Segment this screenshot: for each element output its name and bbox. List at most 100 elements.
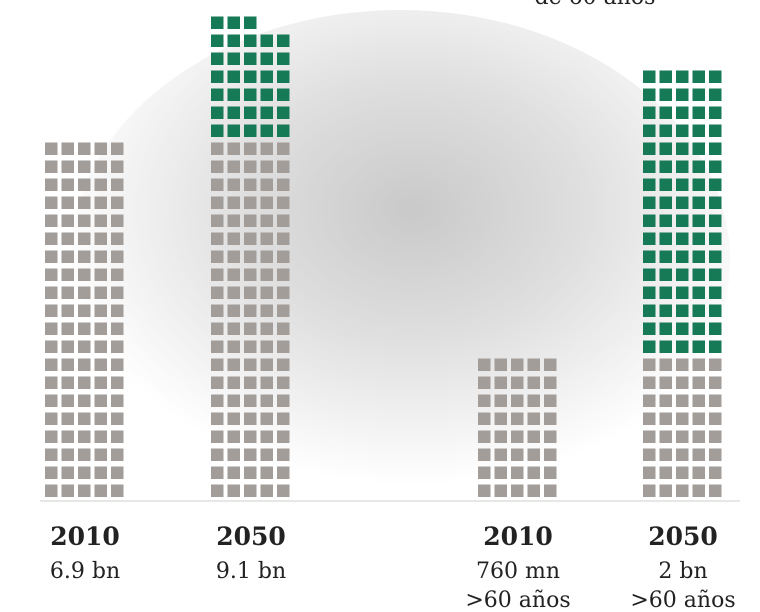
base-square bbox=[227, 142, 240, 155]
base-square bbox=[494, 466, 507, 479]
added-square bbox=[692, 106, 705, 119]
base-square bbox=[511, 394, 524, 407]
year-label: 2050 bbox=[648, 522, 718, 551]
base-square bbox=[211, 178, 224, 191]
base-square bbox=[260, 394, 273, 407]
base-square bbox=[61, 412, 74, 425]
added-square bbox=[709, 142, 722, 155]
added-square bbox=[676, 124, 689, 137]
base-square bbox=[61, 214, 74, 227]
added-square bbox=[260, 88, 273, 101]
base-square bbox=[244, 178, 257, 191]
added-square bbox=[277, 88, 290, 101]
base-square bbox=[78, 466, 91, 479]
base-square bbox=[227, 196, 240, 209]
base-square bbox=[260, 412, 273, 425]
base-square bbox=[260, 304, 273, 317]
base-square bbox=[211, 160, 224, 173]
base-square bbox=[61, 268, 74, 281]
base-square bbox=[227, 430, 240, 443]
base-square bbox=[78, 394, 91, 407]
added-square bbox=[277, 34, 290, 47]
base-square bbox=[45, 430, 58, 443]
added-square bbox=[676, 304, 689, 317]
base-square bbox=[111, 358, 124, 371]
base-square bbox=[277, 286, 290, 299]
added-square bbox=[676, 70, 689, 83]
base-square bbox=[676, 394, 689, 407]
base-square bbox=[111, 178, 124, 191]
photo-backdrop bbox=[70, 10, 730, 510]
base-square bbox=[478, 430, 491, 443]
added-square bbox=[659, 196, 672, 209]
base-square bbox=[45, 196, 58, 209]
base-square bbox=[211, 214, 224, 227]
base-square bbox=[45, 448, 58, 461]
added-square bbox=[227, 16, 240, 29]
base-square bbox=[527, 412, 540, 425]
base-square bbox=[61, 304, 74, 317]
added-square bbox=[260, 52, 273, 65]
added-square bbox=[692, 250, 705, 263]
base-square bbox=[544, 448, 557, 461]
base-square bbox=[260, 178, 273, 191]
base-square bbox=[244, 376, 257, 389]
base-square bbox=[544, 358, 557, 371]
base-square bbox=[211, 322, 224, 335]
base-square bbox=[277, 196, 290, 209]
added-square bbox=[709, 268, 722, 281]
base-square bbox=[260, 268, 273, 281]
added-square bbox=[659, 142, 672, 155]
added-square bbox=[260, 34, 273, 47]
added-square bbox=[659, 106, 672, 119]
base-square bbox=[244, 322, 257, 335]
base-square bbox=[494, 484, 507, 497]
base-square bbox=[111, 160, 124, 173]
base-square bbox=[61, 178, 74, 191]
added-square bbox=[659, 160, 672, 173]
added-square bbox=[211, 16, 224, 29]
added-square bbox=[692, 286, 705, 299]
base-square bbox=[94, 214, 107, 227]
added-square bbox=[692, 178, 705, 191]
added-square bbox=[659, 340, 672, 353]
added-square bbox=[244, 88, 257, 101]
added-square bbox=[659, 250, 672, 263]
base-square bbox=[211, 448, 224, 461]
added-square bbox=[211, 52, 224, 65]
base-square bbox=[45, 484, 58, 497]
base-square bbox=[544, 376, 557, 389]
added-square bbox=[659, 286, 672, 299]
added-square bbox=[643, 250, 656, 263]
base-square bbox=[94, 322, 107, 335]
base-square bbox=[78, 412, 91, 425]
added-square bbox=[659, 232, 672, 245]
added-square bbox=[709, 178, 722, 191]
base-square bbox=[260, 376, 273, 389]
base-square bbox=[709, 430, 722, 443]
base-square bbox=[277, 484, 290, 497]
base-square bbox=[676, 430, 689, 443]
base-square bbox=[94, 448, 107, 461]
base-square bbox=[45, 466, 58, 479]
base-square bbox=[709, 376, 722, 389]
base-square bbox=[61, 376, 74, 389]
base-square bbox=[244, 250, 257, 263]
added-square bbox=[211, 88, 224, 101]
base-square bbox=[260, 466, 273, 479]
base-square bbox=[244, 142, 257, 155]
base-square bbox=[676, 448, 689, 461]
base-square bbox=[260, 286, 273, 299]
added-square bbox=[227, 106, 240, 119]
base-square bbox=[211, 484, 224, 497]
base-square bbox=[227, 160, 240, 173]
base-square bbox=[244, 484, 257, 497]
base-square bbox=[94, 178, 107, 191]
base-square bbox=[260, 358, 273, 371]
base-square bbox=[643, 484, 656, 497]
base-square bbox=[45, 358, 58, 371]
base-square bbox=[78, 484, 91, 497]
year-label: 2010 bbox=[50, 522, 120, 551]
added-square bbox=[659, 214, 672, 227]
base-square bbox=[544, 484, 557, 497]
